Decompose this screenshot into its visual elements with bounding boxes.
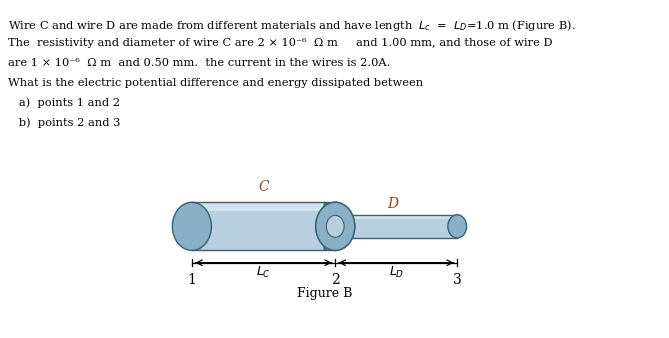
Polygon shape bbox=[192, 202, 335, 211]
Text: a)  points 1 and 2: a) points 1 and 2 bbox=[7, 98, 120, 108]
Text: 1: 1 bbox=[187, 273, 196, 287]
Text: C: C bbox=[258, 180, 269, 194]
Polygon shape bbox=[192, 202, 335, 250]
Ellipse shape bbox=[173, 202, 211, 250]
Text: Figure B: Figure B bbox=[297, 287, 353, 300]
Ellipse shape bbox=[448, 215, 466, 238]
Text: 3: 3 bbox=[453, 273, 462, 287]
Polygon shape bbox=[347, 215, 457, 219]
Polygon shape bbox=[347, 215, 457, 238]
Polygon shape bbox=[324, 202, 347, 250]
Text: b)  points 2 and 3: b) points 2 and 3 bbox=[7, 118, 120, 128]
Text: D: D bbox=[387, 197, 399, 211]
Text: 2: 2 bbox=[331, 273, 340, 287]
Text: Wire C and wire D are made from different materials and have length  $L_c$  =  $: Wire C and wire D are made from differen… bbox=[7, 18, 575, 33]
Text: $L_C$: $L_C$ bbox=[256, 264, 271, 280]
Ellipse shape bbox=[326, 215, 344, 237]
Ellipse shape bbox=[316, 202, 355, 250]
Text: What is the electric potential difference and energy dissipated between: What is the electric potential differenc… bbox=[7, 78, 423, 88]
Text: The  resistivity and diameter of wire C are 2 × 10⁻⁶  Ω m     and 1.00 mm, and t: The resistivity and diameter of wire C a… bbox=[7, 38, 552, 48]
Text: are 1 × 10⁻⁶  Ω m  and 0.50 mm.  the current in the wires is 2.0A.: are 1 × 10⁻⁶ Ω m and 0.50 mm. the curren… bbox=[7, 58, 390, 68]
Text: $L_D$: $L_D$ bbox=[389, 264, 404, 280]
Ellipse shape bbox=[316, 202, 355, 250]
